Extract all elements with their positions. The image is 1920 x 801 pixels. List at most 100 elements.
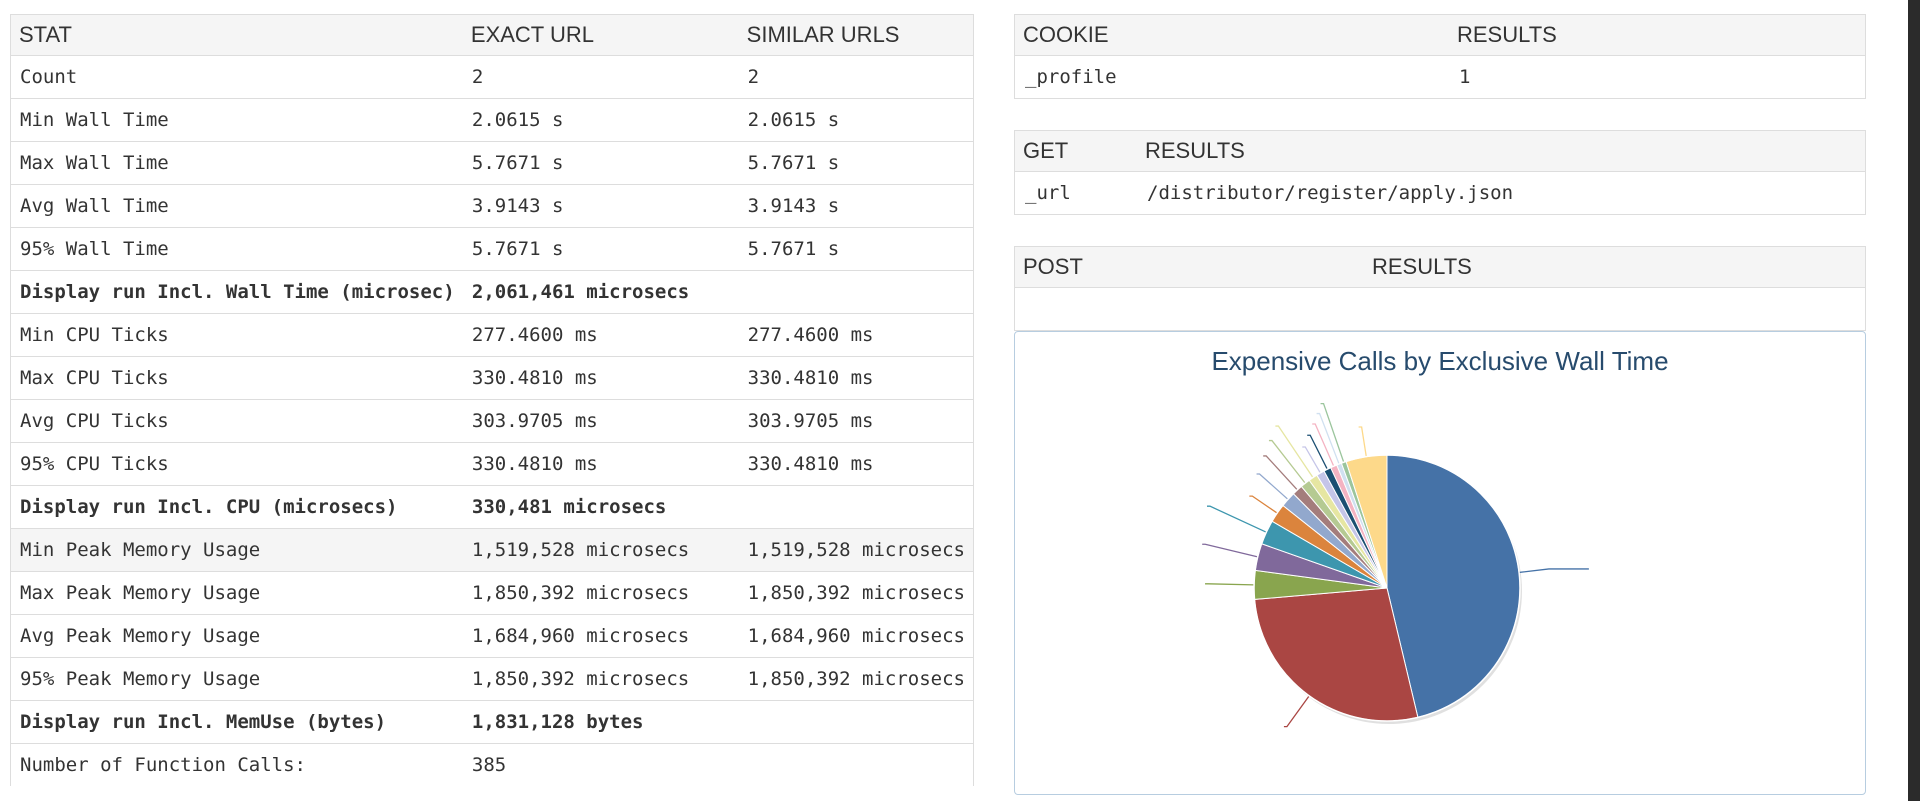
post-key bbox=[1014, 287, 1364, 331]
table-row: 95% Wall Time 5.7671 s 5.7671 s bbox=[10, 227, 974, 271]
stat-label: Max Wall Time bbox=[10, 141, 463, 185]
pie-connector-line bbox=[1283, 695, 1310, 728]
exact-url-value: 3.9143 s bbox=[462, 184, 739, 228]
table-row: Display run Incl. MemUse (bytes) 1,831,12… bbox=[10, 700, 974, 744]
col-exact-url: EXACT URL bbox=[462, 14, 739, 56]
similar-urls-value: 5.7671 s bbox=[738, 227, 974, 271]
table-row: 95% Peak Memory Usage 1,850,392 microsecs… bbox=[10, 657, 974, 701]
get-header-row: GET RESULTS bbox=[1014, 130, 1866, 172]
stats-header-row: STAT EXACT URL SIMILAR URLS bbox=[10, 14, 974, 56]
pie-connector-line bbox=[1312, 423, 1335, 467]
exact-url-value: 303.9705 ms bbox=[462, 399, 739, 443]
table-row: Count 2 2 bbox=[10, 55, 974, 99]
exact-url-value: 385 bbox=[462, 743, 739, 786]
table-row: Display run Incl. Wall Time (microsec) 2,… bbox=[10, 270, 974, 314]
similar-urls-value: 1,519,528 microsecs bbox=[738, 528, 974, 572]
stat-label: Display run Incl. MemUse (bytes) bbox=[10, 700, 463, 744]
exact-url-value: 1,831,128 bytes bbox=[462, 700, 739, 744]
stat-label: Avg Peak Memory Usage bbox=[10, 614, 463, 658]
stat-label: 95% Peak Memory Usage bbox=[10, 657, 463, 701]
similar-urls-value: 2.0615 s bbox=[738, 98, 974, 142]
pie-connector-line bbox=[1307, 434, 1328, 470]
pie-connector-line bbox=[1249, 495, 1278, 514]
pie-rim bbox=[1253, 454, 1521, 722]
table-row: Max CPU Ticks 330.4810 ms 330.4810 ms bbox=[10, 356, 974, 400]
similar-urls-value: 330.4810 ms bbox=[738, 356, 974, 400]
similar-urls-value: 1,850,392 microsecs bbox=[738, 571, 974, 615]
exact-url-value[interactable]: 2 bbox=[462, 55, 739, 99]
pie-connector-line bbox=[1268, 439, 1306, 484]
table-row: _profile 1 bbox=[1014, 55, 1866, 99]
exact-url-value: 330.4810 ms bbox=[462, 356, 739, 400]
exact-url-value: 1,684,960 microsecs bbox=[462, 614, 739, 658]
table-row: Avg Peak Memory Usage 1,684,960 microsecs… bbox=[10, 614, 974, 658]
similar-urls-value[interactable]: 2 bbox=[738, 55, 974, 99]
similar-urls-value: 303.9705 ms bbox=[738, 399, 974, 443]
post-table: POST RESULTS bbox=[1014, 246, 1866, 331]
table-row: Display run Incl. CPU (microsecs) 330,481… bbox=[10, 485, 974, 529]
stat-label: Avg CPU Ticks bbox=[10, 399, 463, 443]
similar-urls-value: 1,684,960 microsecs bbox=[738, 614, 974, 658]
col-cookie: COOKIE bbox=[1014, 14, 1449, 56]
similar-urls-value bbox=[738, 743, 974, 786]
stat-label: Max CPU Ticks bbox=[10, 356, 463, 400]
pie-connector-line bbox=[1205, 583, 1255, 586]
table-row: Avg CPU Ticks 303.9705 ms 303.9705 ms bbox=[10, 399, 974, 443]
stats-table: STAT EXACT URL SIMILAR URLS Count 2 2 Min W… bbox=[10, 14, 974, 786]
stat-label: Count bbox=[10, 55, 463, 99]
cookie-key: _profile bbox=[1014, 55, 1449, 99]
col-get-results: RESULTS bbox=[1137, 130, 1866, 172]
stat-label: Min CPU Ticks bbox=[10, 313, 463, 357]
table-row: 95% CPU Ticks 330.4810 ms 330.4810 ms bbox=[10, 442, 974, 486]
similar-urls-value: 3.9143 s bbox=[738, 184, 974, 228]
table-row: Min Peak Memory Usage 1,519,528 microsecs… bbox=[10, 528, 974, 572]
table-row bbox=[1014, 287, 1866, 331]
similar-urls-value: 5.7671 s bbox=[738, 141, 974, 185]
col-post: POST bbox=[1014, 246, 1364, 288]
exact-url-value: 2.0615 s bbox=[462, 98, 739, 142]
exact-url-value: 1,850,392 microsecs bbox=[462, 571, 739, 615]
cookie-header-row: COOKIE RESULTS bbox=[1014, 14, 1866, 56]
stat-label: Min Peak Memory Usage bbox=[10, 528, 463, 572]
col-post-results: RESULTS bbox=[1364, 246, 1866, 288]
exact-url-value: 330,481 microsecs bbox=[462, 485, 739, 529]
exact-url-value: 5.7671 s bbox=[462, 141, 739, 185]
exact-url-value: 277.4600 ms bbox=[462, 313, 739, 357]
table-row: Max Wall Time 5.7671 s 5.7671 s bbox=[10, 141, 974, 185]
pie-connector-line bbox=[1316, 412, 1340, 465]
stat-label: Max Peak Memory Usage bbox=[10, 571, 463, 615]
table-row: Min CPU Ticks 277.4600 ms 277.4600 ms bbox=[10, 313, 974, 357]
pie-connector-line bbox=[1206, 505, 1267, 533]
stat-label: Display run Incl. CPU (microsecs) bbox=[10, 485, 463, 529]
col-stat: STAT bbox=[10, 14, 463, 56]
pie-chart-panel: Expensive Calls by Exclusive Wall Time bbox=[1014, 331, 1866, 795]
exact-url-value: 330.4810 ms bbox=[462, 442, 739, 486]
col-get: GET bbox=[1014, 130, 1137, 172]
post-value bbox=[1364, 287, 1866, 331]
pie-connector-line bbox=[1302, 446, 1321, 474]
stat-label: Display run Incl. Wall Time (microsec) bbox=[10, 270, 463, 314]
pie-connector-line bbox=[1519, 568, 1589, 574]
pie-connector-line bbox=[1358, 426, 1367, 457]
pie-connector-line bbox=[1256, 473, 1289, 500]
exact-url-value: 1,850,392 microsecs bbox=[462, 657, 739, 701]
col-cookie-results: RESULTS bbox=[1449, 14, 1866, 56]
stat-label: 95% CPU Ticks bbox=[10, 442, 463, 486]
stats-body: Count 2 2 Min Wall Time 2.0615 s 2.0615 s Max … bbox=[10, 55, 974, 786]
exact-url-value: 5.7671 s bbox=[462, 227, 739, 271]
col-similar-urls: SIMILAR URLS bbox=[738, 14, 974, 56]
get-value: /distributor/register/apply.json bbox=[1137, 171, 1866, 215]
stat-label: Number of Function Calls: bbox=[10, 743, 463, 786]
chart-title: Expensive Calls by Exclusive Wall Time bbox=[1211, 346, 1669, 376]
table-row: Avg Wall Time 3.9143 s 3.9143 s bbox=[10, 184, 974, 228]
exact-url-value: 1,519,528 microsecs bbox=[462, 528, 739, 572]
similar-urls-value: 1,850,392 microsecs bbox=[738, 657, 974, 701]
pie-connector-line bbox=[1263, 455, 1298, 491]
page-scrollbar[interactable] bbox=[1908, 0, 1920, 801]
similar-urls-value bbox=[738, 485, 974, 529]
table-row: Number of Function Calls: 385 bbox=[10, 743, 974, 786]
table-row: _url /distributor/register/apply.json bbox=[1014, 171, 1866, 215]
similar-urls-value bbox=[738, 270, 974, 314]
get-table: GET RESULTS _url /distributor/register/a… bbox=[1014, 130, 1866, 215]
stat-label: Min Wall Time bbox=[10, 98, 463, 142]
